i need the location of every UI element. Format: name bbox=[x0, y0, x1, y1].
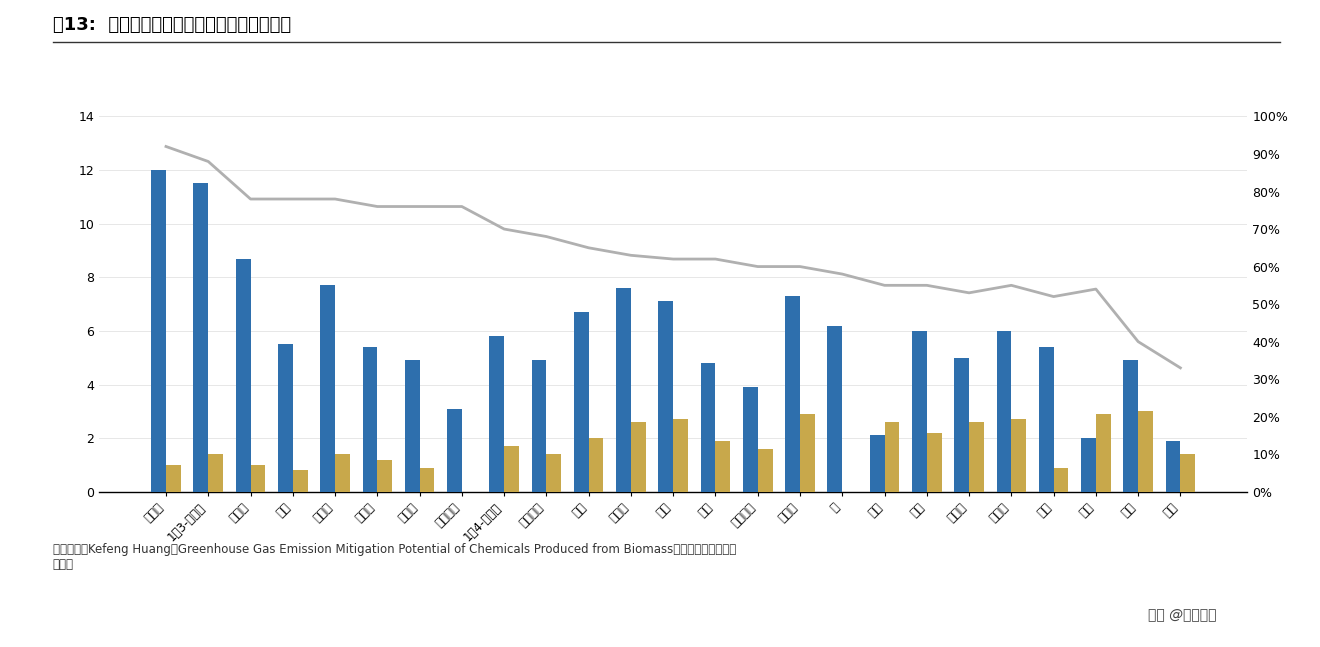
Bar bbox=[1180, 454, 1195, 492]
Bar bbox=[870, 435, 884, 492]
Bar bbox=[927, 433, 941, 492]
Bar bbox=[758, 449, 772, 492]
Bar bbox=[490, 336, 504, 492]
Bar bbox=[293, 470, 308, 492]
Text: 图13:  生物基化工品的二氧化碳减排力度显著: 图13: 生物基化工品的二氧化碳减排力度显著 bbox=[53, 16, 290, 34]
Bar bbox=[321, 285, 335, 492]
Bar bbox=[251, 465, 265, 492]
Bar bbox=[335, 454, 350, 492]
Bar bbox=[616, 288, 631, 492]
Bar bbox=[1123, 360, 1138, 492]
Bar bbox=[969, 422, 983, 492]
Bar bbox=[279, 344, 293, 492]
Bar bbox=[912, 331, 927, 492]
Bar bbox=[715, 441, 730, 492]
Bar bbox=[800, 414, 814, 492]
Bar bbox=[1166, 441, 1180, 492]
Bar bbox=[884, 422, 899, 492]
Bar bbox=[1011, 419, 1026, 492]
Bar bbox=[589, 438, 603, 492]
Bar bbox=[405, 360, 420, 492]
Bar bbox=[447, 409, 462, 492]
Bar bbox=[1096, 414, 1110, 492]
Bar bbox=[152, 170, 166, 492]
Bar bbox=[378, 459, 392, 492]
Bar bbox=[1039, 347, 1053, 492]
Bar bbox=[743, 387, 758, 492]
Bar bbox=[532, 360, 546, 492]
Bar bbox=[997, 331, 1011, 492]
Bar bbox=[673, 419, 688, 492]
Bar bbox=[954, 358, 969, 492]
Bar bbox=[1138, 411, 1152, 492]
Bar bbox=[420, 468, 434, 492]
Bar bbox=[828, 325, 842, 492]
Text: 数据来源：Kefeng Huang《Greenhouse Gas Emission Mitigation Potential of Chemicals Prod: 数据来源：Kefeng Huang《Greenhouse Gas Emissio… bbox=[53, 543, 737, 571]
Bar bbox=[785, 296, 800, 492]
Bar bbox=[363, 347, 378, 492]
Bar bbox=[546, 454, 561, 492]
Bar bbox=[1053, 468, 1068, 492]
Bar bbox=[631, 422, 645, 492]
Bar bbox=[574, 312, 589, 492]
Bar bbox=[659, 302, 673, 492]
Bar bbox=[504, 446, 519, 492]
Text: 头条 @未来智库: 头条 @未来智库 bbox=[1148, 608, 1217, 622]
Bar bbox=[166, 465, 181, 492]
Bar bbox=[194, 184, 209, 492]
Bar bbox=[209, 454, 223, 492]
Bar bbox=[1081, 438, 1096, 492]
Bar bbox=[236, 259, 251, 492]
Bar bbox=[701, 363, 715, 492]
